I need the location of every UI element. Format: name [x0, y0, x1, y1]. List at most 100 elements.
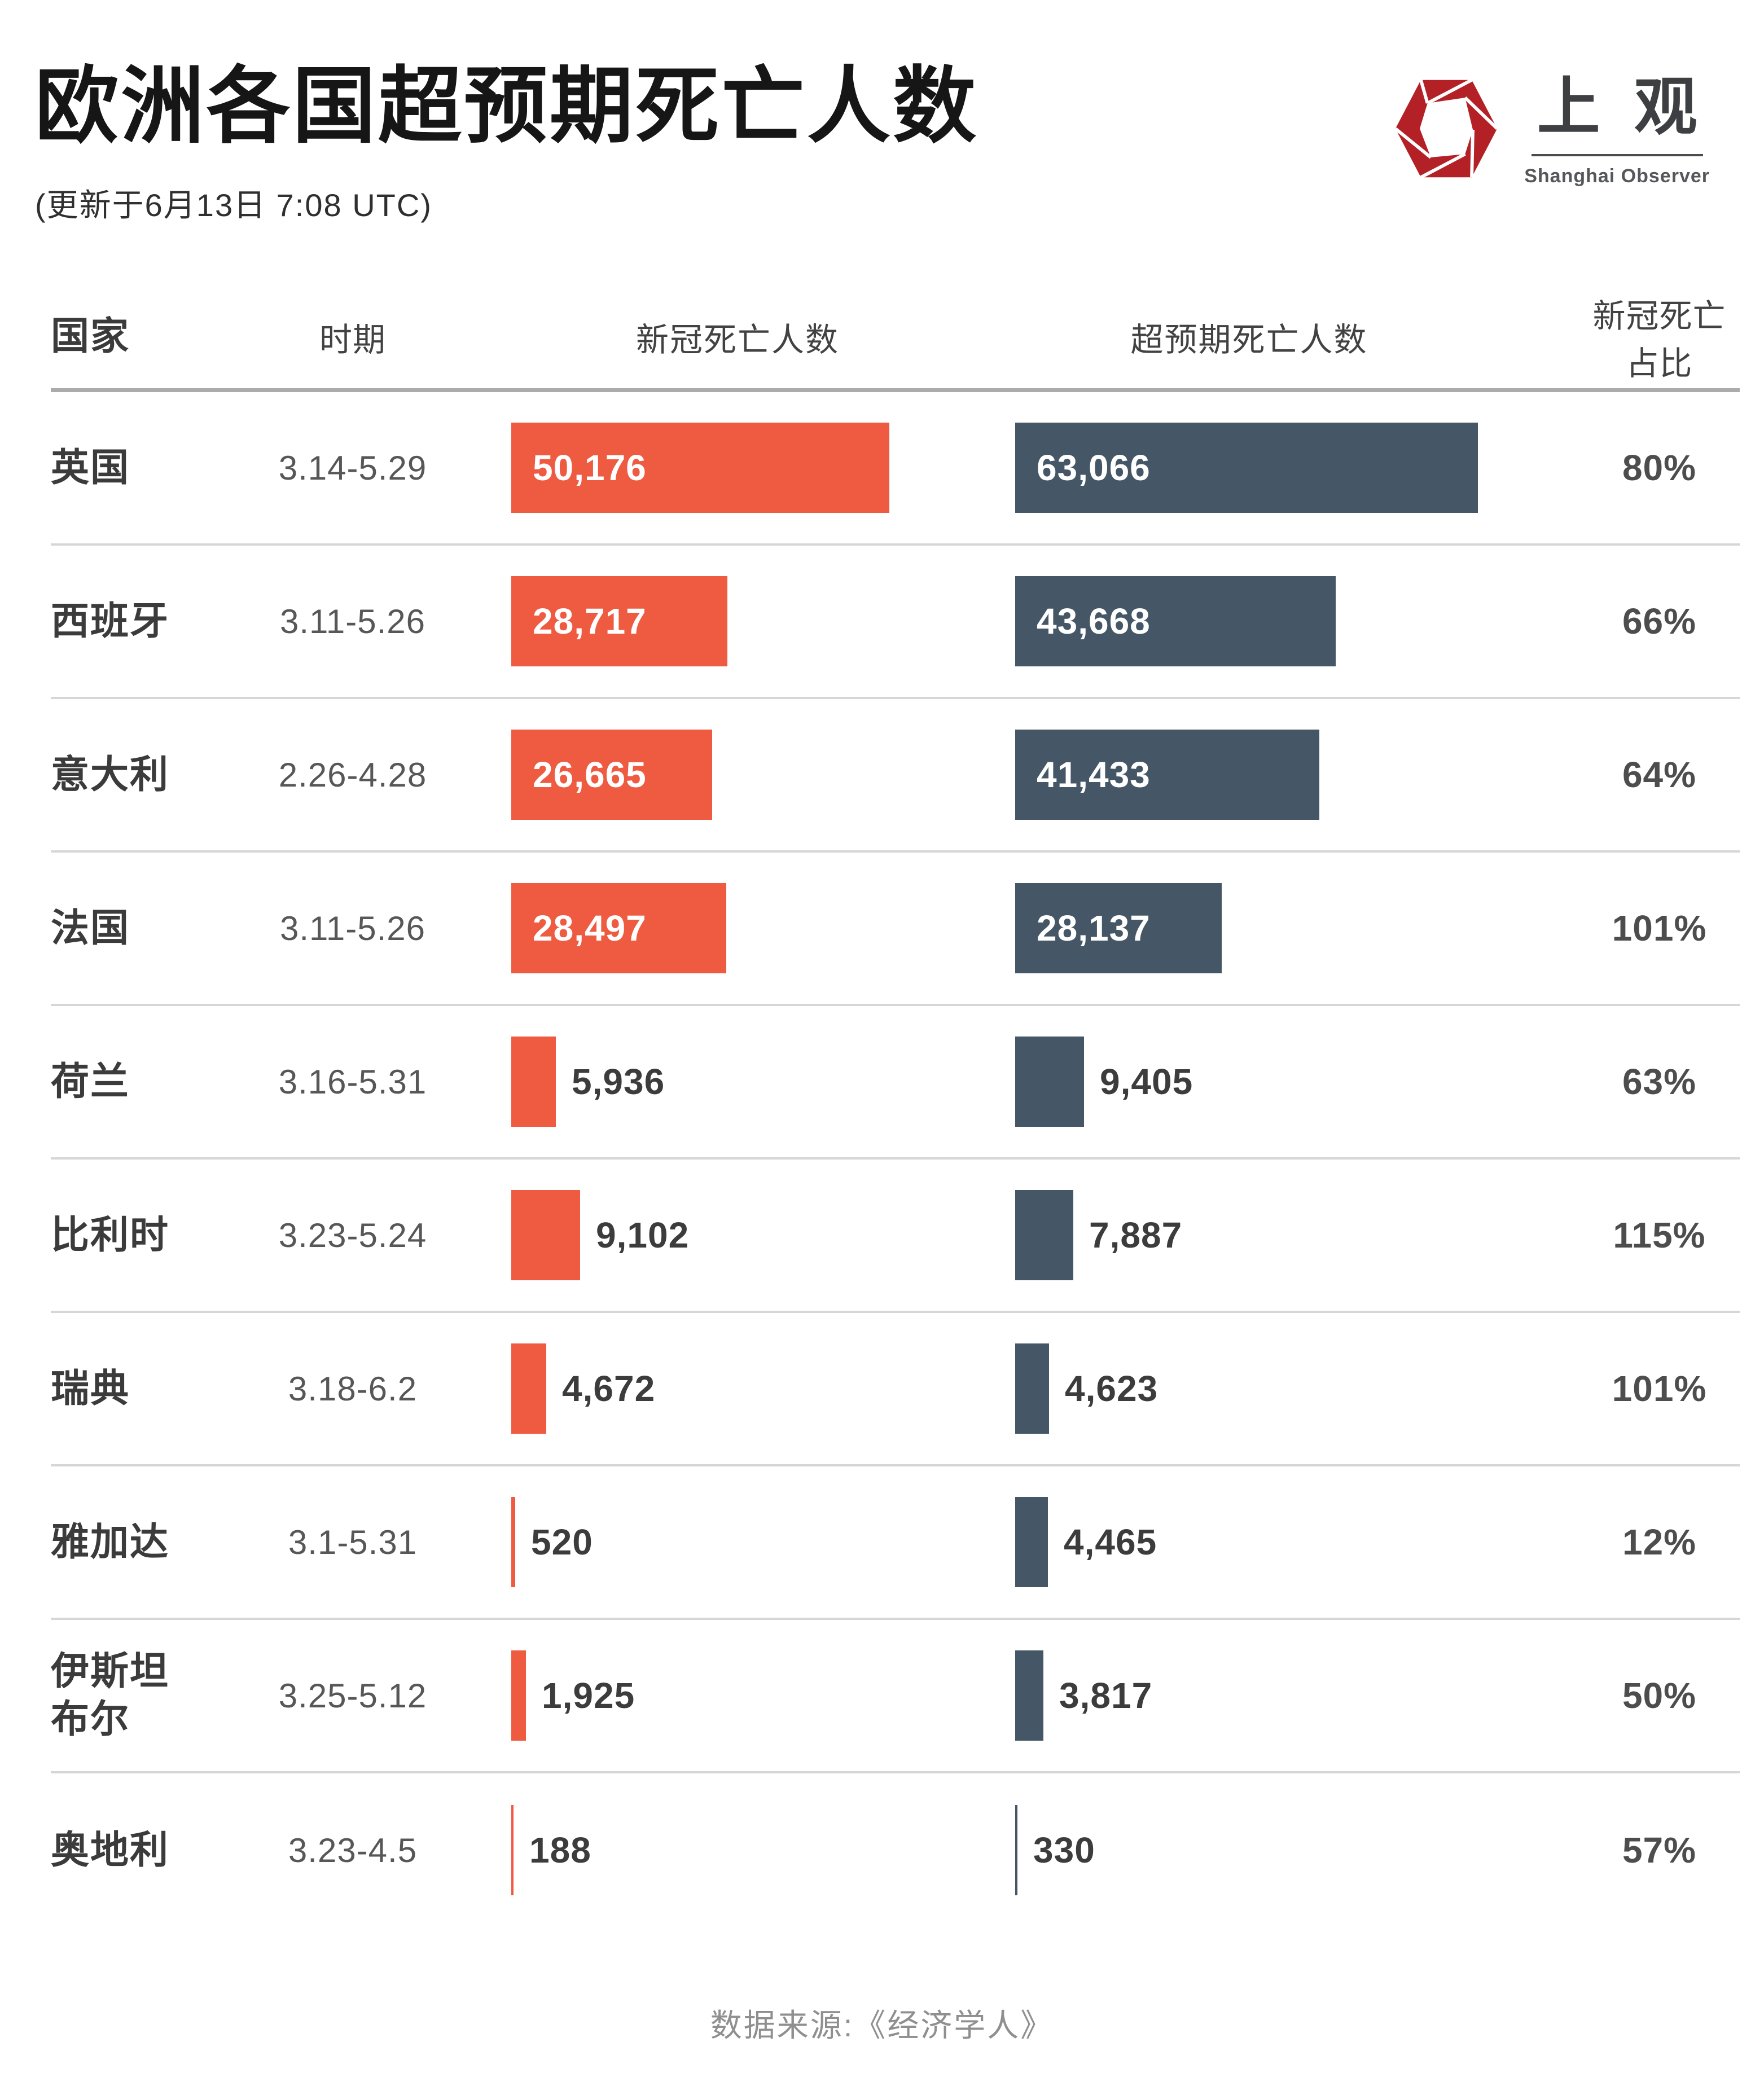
table-row: 比利时 3.23-5.24 9,102 7,887 115%	[51, 1160, 1740, 1313]
page-title: 欧洲各国超预期死亡人数	[35, 60, 978, 153]
country-label: 雅加达	[51, 1520, 170, 1564]
data-source-note: 数据来源:《经济学人》	[710, 2008, 1054, 2043]
covid-deaths-bar	[511, 1343, 546, 1434]
excess-deaths-bar	[1015, 1805, 1017, 1895]
shanghai-observer-logo: 上观 Shanghai Observer	[1391, 72, 1710, 187]
country-label: 意大利	[51, 753, 170, 796]
excess-bar-cell: 3,817	[964, 1650, 1483, 1741]
covid-deaths-bar: 28,497	[511, 883, 726, 973]
period-label: 3.14-5.29	[278, 449, 427, 487]
excess-bar-cell: 7,887	[964, 1190, 1483, 1280]
covid-ratio-label: 115%	[1613, 1215, 1706, 1255]
period-label: 3.18-6.2	[288, 1369, 418, 1408]
covid-bar-cell: 520	[460, 1497, 964, 1587]
excess-deaths-bar	[1015, 1497, 1048, 1587]
table-row: 西班牙 3.11-5.26 28,717 43,668 66%	[51, 546, 1740, 699]
covid-deaths-bar	[511, 1650, 526, 1741]
table-row: 奥地利 3.23-4.5 188 330 57%	[51, 1773, 1740, 1927]
covid-deaths-bar: 50,176	[511, 423, 889, 513]
excess-value-outside-label: 3,817	[1059, 1675, 1153, 1716]
column-header-country: 国家	[51, 315, 130, 358]
country-label: 西班牙	[51, 599, 170, 643]
table-row: 意大利 2.26-4.28 26,665 41,433 64%	[51, 699, 1740, 853]
period-label: 3.16-5.31	[278, 1062, 427, 1101]
covid-ratio-label: 80%	[1622, 447, 1697, 488]
covid-bar-cell: 28,717	[460, 576, 964, 666]
period-label: 3.25-5.12	[278, 1676, 427, 1715]
column-header-excess-deaths: 超预期死亡人数	[1130, 321, 1368, 358]
covid-bar-cell: 9,102	[460, 1190, 964, 1280]
logo-text-block: 上观 Shanghai Observer	[1524, 72, 1710, 187]
excess-value-outside-label: 9,405	[1100, 1061, 1193, 1102]
excess-deaths-bar	[1015, 1037, 1084, 1127]
excess-bar-cell: 63,066	[964, 423, 1483, 513]
logo-divider	[1531, 154, 1703, 157]
excess-bar-cell: 43,668	[964, 576, 1483, 666]
covid-ratio-label: 63%	[1622, 1061, 1697, 1102]
excess-value-outside-label: 4,623	[1065, 1368, 1159, 1409]
excess-deaths-bar	[1015, 1343, 1049, 1434]
excess-value-inside-label: 41,433	[1037, 754, 1151, 795]
page-header: 欧洲各国超预期死亡人数 (更新于6月13日 7:08 UTC)	[35, 60, 978, 226]
table-row: 英国 3.14-5.29 50,176 63,066 80%	[51, 392, 1740, 546]
excess-bar-cell: 4,623	[964, 1343, 1483, 1434]
excess-deaths-bar: 28,137	[1015, 883, 1222, 973]
column-header-period: 时期	[319, 321, 386, 358]
covid-deaths-bar	[511, 1037, 556, 1127]
covid-value-outside-label: 5,936	[572, 1061, 665, 1102]
country-label: 比利时	[51, 1213, 170, 1257]
table-row: 雅加达 3.1-5.31 520 4,465 12%	[51, 1466, 1740, 1620]
covid-ratio-label: 12%	[1622, 1522, 1697, 1562]
covid-ratio-label: 101%	[1612, 1368, 1707, 1409]
covid-value-inside-label: 26,665	[533, 754, 647, 795]
excess-bar-cell: 330	[964, 1805, 1483, 1895]
period-label: 3.23-5.24	[278, 1216, 427, 1254]
covid-value-outside-label: 4,672	[562, 1368, 656, 1409]
covid-value-inside-label: 28,497	[533, 908, 647, 948]
table-row: 瑞典 3.18-6.2 4,672 4,623 101%	[51, 1313, 1740, 1466]
country-label: 法国	[51, 906, 130, 950]
covid-value-outside-label: 188	[529, 1830, 591, 1870]
country-label: 瑞典	[51, 1367, 130, 1410]
table-body: 英国 3.14-5.29 50,176 63,066 80% 西班牙 3.11-…	[51, 392, 1740, 1927]
table-header-row: 国家 时期 新冠死亡人数 超预期死亡人数 新冠死亡占比	[51, 285, 1740, 392]
covid-deaths-bar: 26,665	[511, 730, 712, 820]
period-label: 3.11-5.26	[279, 909, 426, 947]
covid-ratio-label: 57%	[1622, 1830, 1697, 1870]
covid-bar-cell: 1,925	[460, 1650, 964, 1741]
covid-deaths-bar	[511, 1805, 514, 1895]
aperture-hexagon-icon	[1394, 78, 1499, 179]
column-header-covid-ratio: 新冠死亡占比	[1592, 297, 1726, 382]
excess-bar-cell: 28,137	[964, 883, 1483, 973]
excess-deaths-bar	[1015, 1650, 1043, 1741]
covid-ratio-label: 66%	[1622, 601, 1697, 642]
period-label: 3.11-5.26	[279, 602, 426, 640]
logo-cn-wordmark: 上观	[1537, 73, 1731, 143]
period-label: 3.23-4.5	[288, 1831, 418, 1869]
covid-ratio-label: 101%	[1612, 908, 1707, 948]
covid-deaths-bar	[511, 1190, 580, 1280]
period-label: 2.26-4.28	[278, 756, 427, 794]
country-label: 英国	[51, 446, 130, 489]
covid-ratio-label: 50%	[1622, 1675, 1697, 1716]
covid-bar-cell: 4,672	[460, 1343, 964, 1434]
covid-bar-cell: 28,497	[460, 883, 964, 973]
period-label: 3.1-5.31	[288, 1523, 418, 1561]
excess-value-inside-label: 28,137	[1037, 908, 1151, 948]
covid-bar-cell: 188	[460, 1805, 964, 1895]
covid-deaths-bar	[511, 1497, 515, 1587]
update-timestamp: (更新于6月13日 7:08 UTC)	[35, 187, 432, 223]
covid-value-inside-label: 28,717	[533, 601, 647, 642]
excess-value-inside-label: 63,066	[1037, 447, 1151, 488]
excess-value-inside-label: 43,668	[1037, 601, 1151, 642]
excess-deaths-bar: 41,433	[1015, 730, 1319, 820]
excess-bar-cell: 4,465	[964, 1497, 1483, 1587]
excess-value-outside-label: 4,465	[1064, 1522, 1157, 1562]
covid-value-outside-label: 1,925	[542, 1675, 635, 1716]
covid-deaths-bar: 28,717	[511, 576, 727, 666]
country-label: 荷兰	[51, 1060, 130, 1103]
logo-en-wordmark: Shanghai Observer	[1524, 165, 1710, 187]
covid-value-outside-label: 9,102	[596, 1215, 690, 1255]
covid-bar-cell: 26,665	[460, 730, 964, 820]
excess-bar-cell: 9,405	[964, 1037, 1483, 1127]
